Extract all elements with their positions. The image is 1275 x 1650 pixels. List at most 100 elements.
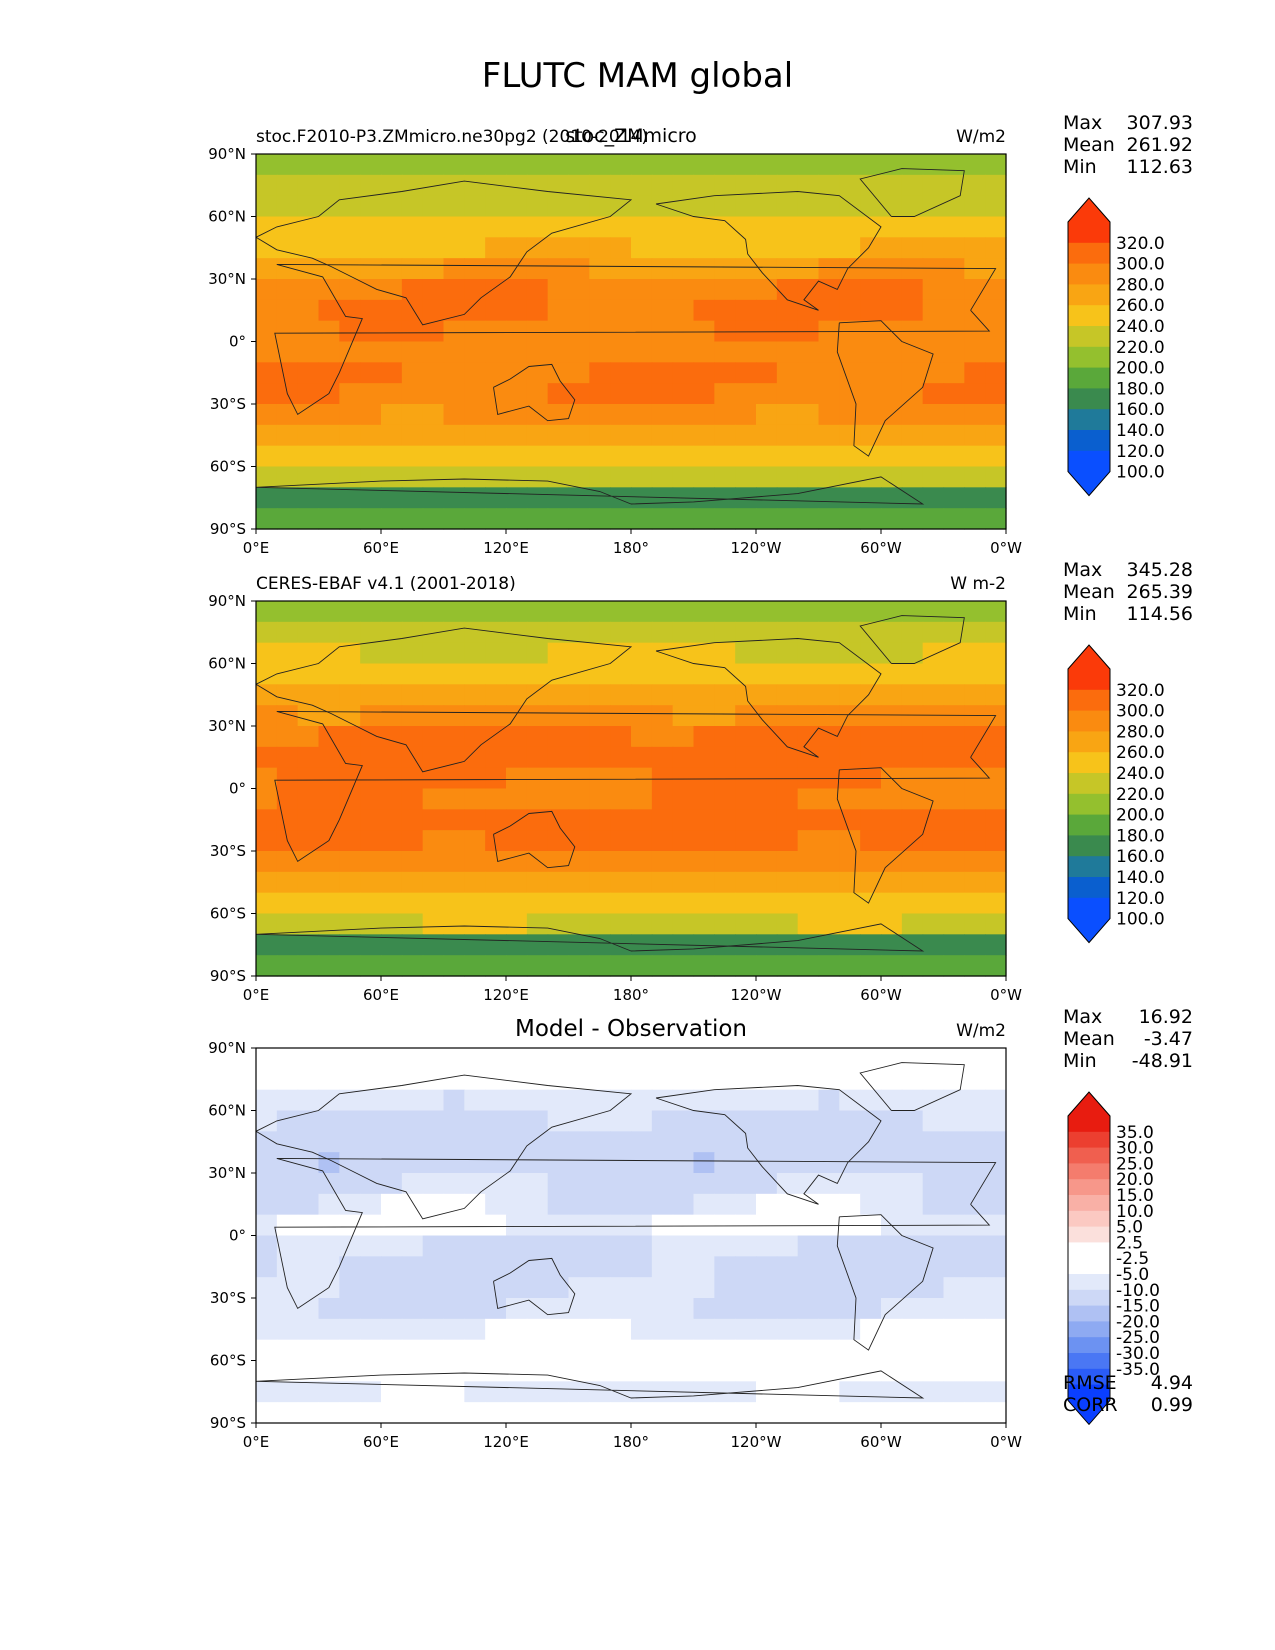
map-cell xyxy=(381,1193,403,1216)
map-cell xyxy=(422,1068,445,1091)
map-cell xyxy=(297,1048,320,1070)
stat-max: 307.93 xyxy=(1126,112,1193,134)
colorbar-label: 320.0 xyxy=(1116,681,1165,701)
map-cell xyxy=(360,383,382,405)
map-cell xyxy=(985,851,1007,873)
map-cell xyxy=(610,299,632,322)
map-cell xyxy=(631,320,653,343)
map-cell xyxy=(464,830,486,852)
map-cell xyxy=(756,195,778,218)
map-cell xyxy=(943,663,965,685)
map-cell xyxy=(818,913,840,935)
map-cell xyxy=(401,1402,424,1424)
map-cell xyxy=(276,851,299,873)
map-cell xyxy=(401,1318,424,1341)
map-cell xyxy=(797,663,820,685)
map-cell xyxy=(693,809,715,831)
map-cell xyxy=(318,934,340,956)
map-cell xyxy=(589,1193,611,1216)
map-cell xyxy=(672,1152,695,1174)
map-cell xyxy=(568,258,590,280)
map-cell xyxy=(860,601,882,623)
stats-obs: Max 345.28 Mean 265.39 Min 114.56 xyxy=(1063,559,1193,625)
map-cell xyxy=(526,216,549,238)
map-cell xyxy=(693,767,715,790)
colorbar-label: -35.0 xyxy=(1116,1360,1160,1380)
map-cell xyxy=(422,1089,445,1112)
map-cell xyxy=(506,1110,528,1132)
stat-key-mean: Mean xyxy=(1063,581,1115,603)
map-cell xyxy=(714,362,736,384)
map-cell xyxy=(922,1256,945,1278)
map-cell xyxy=(276,445,299,468)
y-tick-label: 90°S xyxy=(210,520,246,538)
map-cell xyxy=(922,871,945,894)
map-cell xyxy=(818,705,840,727)
map-cell xyxy=(422,508,445,530)
map-cell xyxy=(506,1402,528,1424)
map-cell xyxy=(256,466,278,488)
map-cell xyxy=(568,601,590,623)
map-cell xyxy=(756,642,778,665)
map-cell xyxy=(381,851,403,873)
map-cell xyxy=(610,934,632,956)
map-cell xyxy=(256,1381,278,1403)
map-cell xyxy=(797,871,820,894)
map-cell xyxy=(922,955,945,977)
map-cell xyxy=(693,746,715,769)
map-cell xyxy=(651,1277,674,1299)
map-cell xyxy=(714,320,736,343)
map-cell xyxy=(797,955,820,977)
map-cell xyxy=(422,1277,445,1299)
map-cell xyxy=(860,383,882,405)
map-cell xyxy=(297,1193,320,1216)
map-cell xyxy=(506,341,528,363)
map-cell xyxy=(776,684,799,706)
map-cell xyxy=(297,892,320,915)
map-cell xyxy=(860,1402,882,1424)
map-cell xyxy=(756,1360,778,1382)
map-cell xyxy=(568,913,590,935)
map-cell xyxy=(297,1298,320,1320)
map-cell xyxy=(422,1339,445,1362)
map-cell xyxy=(964,1048,986,1070)
map-cell xyxy=(401,383,424,405)
map-cell xyxy=(589,955,611,977)
map-cell xyxy=(526,320,549,343)
map-cell xyxy=(839,174,861,197)
map-cell xyxy=(901,1339,924,1362)
map-cell xyxy=(443,154,465,176)
map-cell xyxy=(256,445,278,468)
map-cell xyxy=(297,788,320,810)
map-cell xyxy=(943,341,965,363)
map-cell xyxy=(589,1214,611,1237)
map-cell xyxy=(881,1277,903,1299)
map-cell xyxy=(693,237,715,259)
map-cell xyxy=(797,621,820,644)
map-cell xyxy=(672,684,695,706)
map-cell xyxy=(547,195,570,218)
map-cell xyxy=(526,663,549,685)
map-cell xyxy=(297,1256,320,1278)
map-cell xyxy=(547,1048,570,1070)
map-cell xyxy=(464,174,486,197)
map-cell xyxy=(360,508,382,530)
panel-center-title: stoc_ZMmicro xyxy=(565,125,697,147)
map-cell xyxy=(443,892,465,915)
map-cell xyxy=(360,705,382,727)
map-cell xyxy=(485,1068,507,1091)
map-cell xyxy=(860,830,882,852)
y-tick-label: 30°N xyxy=(208,717,246,735)
map-cell xyxy=(485,726,507,748)
map-cell xyxy=(881,362,903,384)
map-cell xyxy=(339,934,361,956)
map-cell xyxy=(610,1131,632,1153)
map-cell xyxy=(297,1402,320,1424)
map-cell xyxy=(276,216,299,238)
map-cell xyxy=(881,830,903,852)
map-cell xyxy=(610,320,632,343)
map-cell xyxy=(568,320,590,343)
map-cell xyxy=(839,404,861,426)
map-cell xyxy=(818,1152,840,1174)
map-cell xyxy=(485,466,507,488)
